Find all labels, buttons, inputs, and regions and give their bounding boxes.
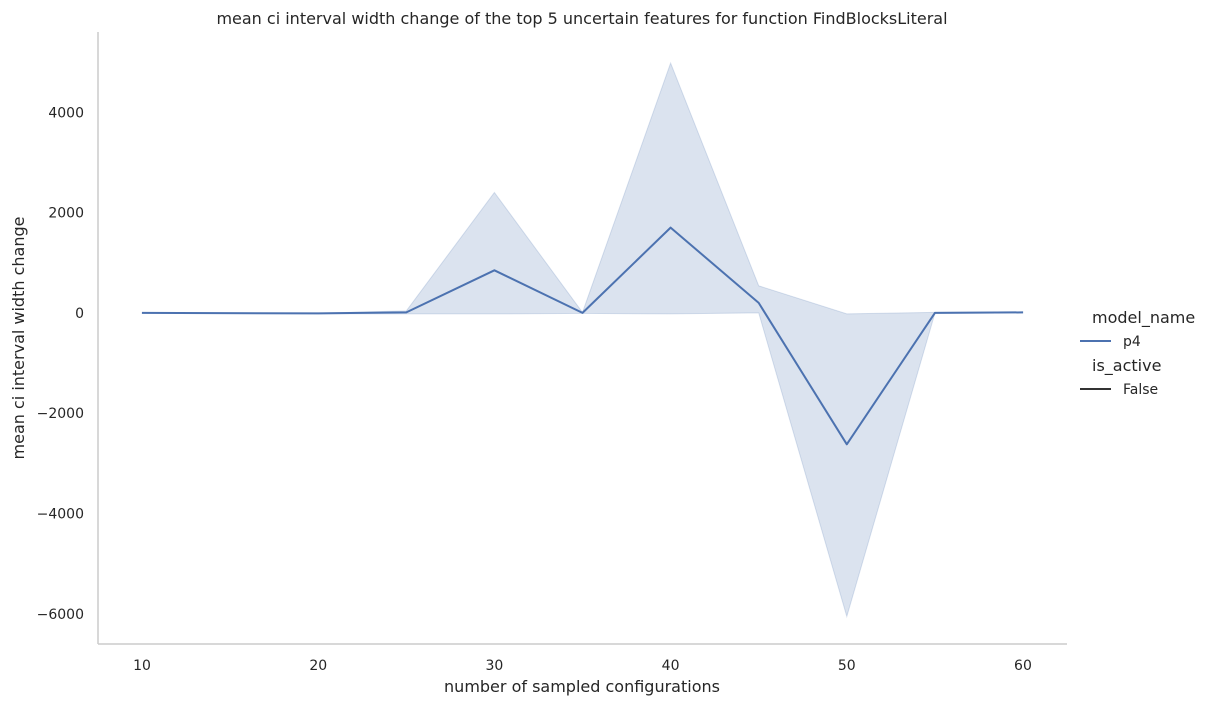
x-tick-label: 60 [1014, 658, 1032, 674]
y-tick-label: 2000 [48, 206, 84, 222]
y-tick-label: 0 [75, 306, 84, 322]
legend: model_name p4 is_active False [1080, 308, 1195, 398]
legend-style-entry: False [1123, 382, 1158, 398]
y-tick-label: 4000 [48, 105, 84, 121]
y-tick-labels: −6000 −4000 −2000 0 2000 4000 [37, 105, 84, 623]
confidence-band [141, 61, 1024, 619]
legend-hue-title: model_name [1092, 308, 1195, 328]
x-tick-label: 30 [485, 658, 503, 674]
y-axis-label: mean ci interval width change [9, 217, 28, 460]
y-tick-label: −2000 [37, 406, 84, 422]
y-tick-label: −6000 [37, 607, 84, 623]
y-tick-label: −4000 [37, 507, 84, 523]
plot-area [141, 61, 1024, 619]
x-tick-label: 20 [309, 658, 327, 674]
x-tick-label: 50 [838, 658, 856, 674]
x-tick-labels: 10 20 30 40 50 60 [133, 658, 1032, 674]
x-tick-label: 10 [133, 658, 151, 674]
legend-hue-entry: p4 [1123, 334, 1141, 350]
series-line-p4 [141, 226, 1024, 446]
x-tick-label: 40 [662, 658, 680, 674]
chart-title: mean ci interval width change of the top… [216, 9, 947, 28]
legend-style-title: is_active [1092, 356, 1161, 376]
x-axis-label: number of sampled configurations [444, 677, 720, 696]
